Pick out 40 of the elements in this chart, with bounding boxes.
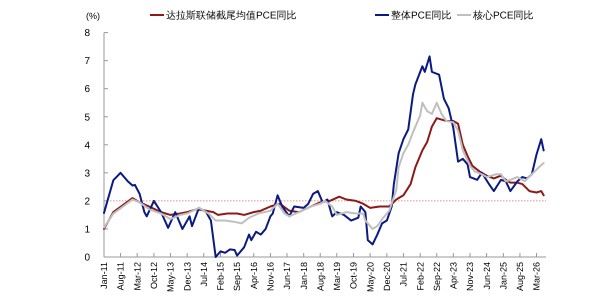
x-tick-label: Mar-12 [132,262,142,291]
x-tick-label: Aug-18 [315,262,326,292]
x-tick-label: Jan-18 [298,262,309,290]
x-tick-label: Jun-24 [482,262,492,290]
y-tick-label: 4 [84,140,90,152]
x-tick-label: Dec-13 [182,262,192,292]
x-tick-label: Aug-11 [116,262,126,290]
y-tick-label: 8 [84,28,90,40]
y-tick-label: 1 [84,224,90,236]
x-tick-label: Nov-23 [465,262,476,292]
x-tick-label: Oct-19 [348,262,359,290]
x-tick-label: Mar-26 [532,262,542,291]
x-tick-label: Apr-16 [248,262,259,290]
y-tick-label: 7 [84,56,90,68]
y-axis-title: (%) [86,11,100,21]
y-tick-label: 0 [84,252,90,264]
x-tick-label: Dec-20 [382,262,392,292]
x-tick-label: Sep-15 [232,262,242,292]
legend-label: 核心PCE同比 [472,10,534,22]
x-tick-label: Sep-22 [432,262,442,292]
x-tick-label: Apr-23 [448,262,458,290]
x-tick-label: May-13 [166,262,176,292]
x-tick-label: Mar-19 [332,262,342,291]
legend-label: 整体PCE同比 [391,10,452,22]
x-tick-label: Jul-21 [398,262,409,287]
y-tick-label: 3 [84,168,90,180]
y-tick-label: 6 [84,84,90,96]
x-tick-label: Nov-16 [266,262,276,292]
y-tick-label: 5 [84,112,90,124]
x-tick-label: Jan-11 [99,262,110,289]
x-tick-label: Oct-12 [149,262,160,290]
x-tick-label: May-20 [365,262,376,292]
x-tick-label: Jan-25 [498,262,509,290]
x-tick-label: Aug-25 [515,262,526,292]
legend-label: 达拉斯联储截尾均值PCE同比 [166,10,297,22]
x-tick-label: Jun-17 [282,262,292,290]
x-tick-label: Feb-22 [415,262,426,291]
x-tick-label: Jul-14 [198,262,209,287]
x-tick-label: Feb-15 [216,262,226,291]
y-tick-label: 2 [84,196,90,208]
